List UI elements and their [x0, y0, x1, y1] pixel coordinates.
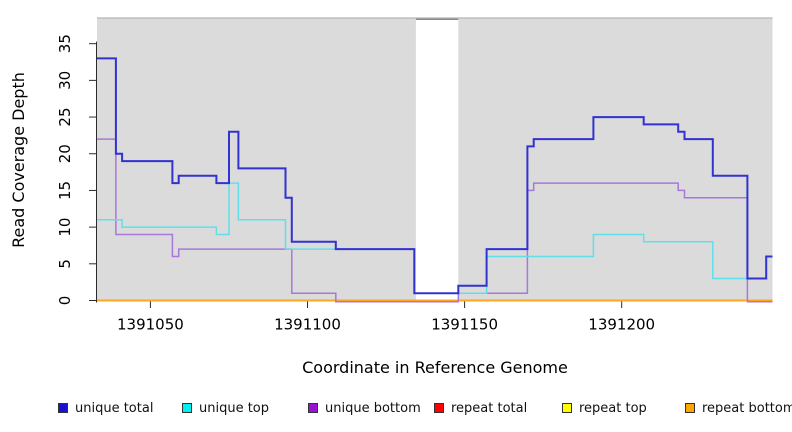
legend-item-unique-total: unique total: [58, 399, 153, 417]
legend-item-unique-bottom: unique bottom: [308, 399, 421, 417]
legend-swatch-unique-top: [182, 403, 192, 413]
series-unique-bottom-line: [97, 138, 773, 303]
y-tick-label: 25: [56, 108, 74, 127]
series-unique-total-line: [97, 57, 773, 295]
masked-gap-top-border: [415, 18, 459, 20]
masked-gap-region: [415, 18, 459, 301]
legend-item-repeat-top: repeat top: [562, 399, 647, 417]
legend-swatch-unique-bottom: [308, 403, 318, 413]
legend-label: repeat bottom: [702, 400, 792, 416]
legend-label: repeat top: [579, 400, 647, 416]
y-tick-label: 20: [56, 144, 74, 163]
x-tick-label: 1391200: [588, 316, 655, 334]
x-tick-label: 1391150: [431, 316, 498, 334]
y-tick-label: 0: [56, 296, 74, 306]
y-tick-label: 35: [56, 34, 74, 53]
legend-swatch-repeat-total: [434, 403, 444, 413]
x-tick-label: 1391100: [274, 316, 341, 334]
plot-area: 1391050 1391100 1391150 1391200 0 5 10 15 20 25 30…: [56, 17, 773, 334]
y-tick-label: 30: [56, 71, 74, 90]
legend-swatch-unique-total: [58, 403, 68, 413]
legend-swatch-repeat-bottom: [685, 403, 695, 413]
x-axis-label: Coordinate in Reference Genome: [302, 358, 568, 377]
legend-swatch-repeat-top: [562, 403, 572, 413]
legend-item-repeat-bottom: repeat bottom: [685, 399, 792, 417]
legend: unique total unique top unique bottom repea…: [0, 399, 792, 419]
y-tick-label: 5: [56, 259, 74, 269]
legend-label: unique bottom: [325, 400, 421, 416]
x-tick-label: 1391050: [117, 316, 184, 334]
legend-label: unique top: [199, 400, 270, 416]
y-tick-label: 10: [56, 218, 74, 237]
legend-label: unique total: [75, 400, 154, 416]
legend-item-unique-top: unique top: [182, 399, 269, 417]
legend-label: repeat total: [451, 400, 528, 416]
y-tick-label: 15: [56, 181, 74, 200]
legend-item-repeat-total: repeat total: [434, 399, 527, 417]
